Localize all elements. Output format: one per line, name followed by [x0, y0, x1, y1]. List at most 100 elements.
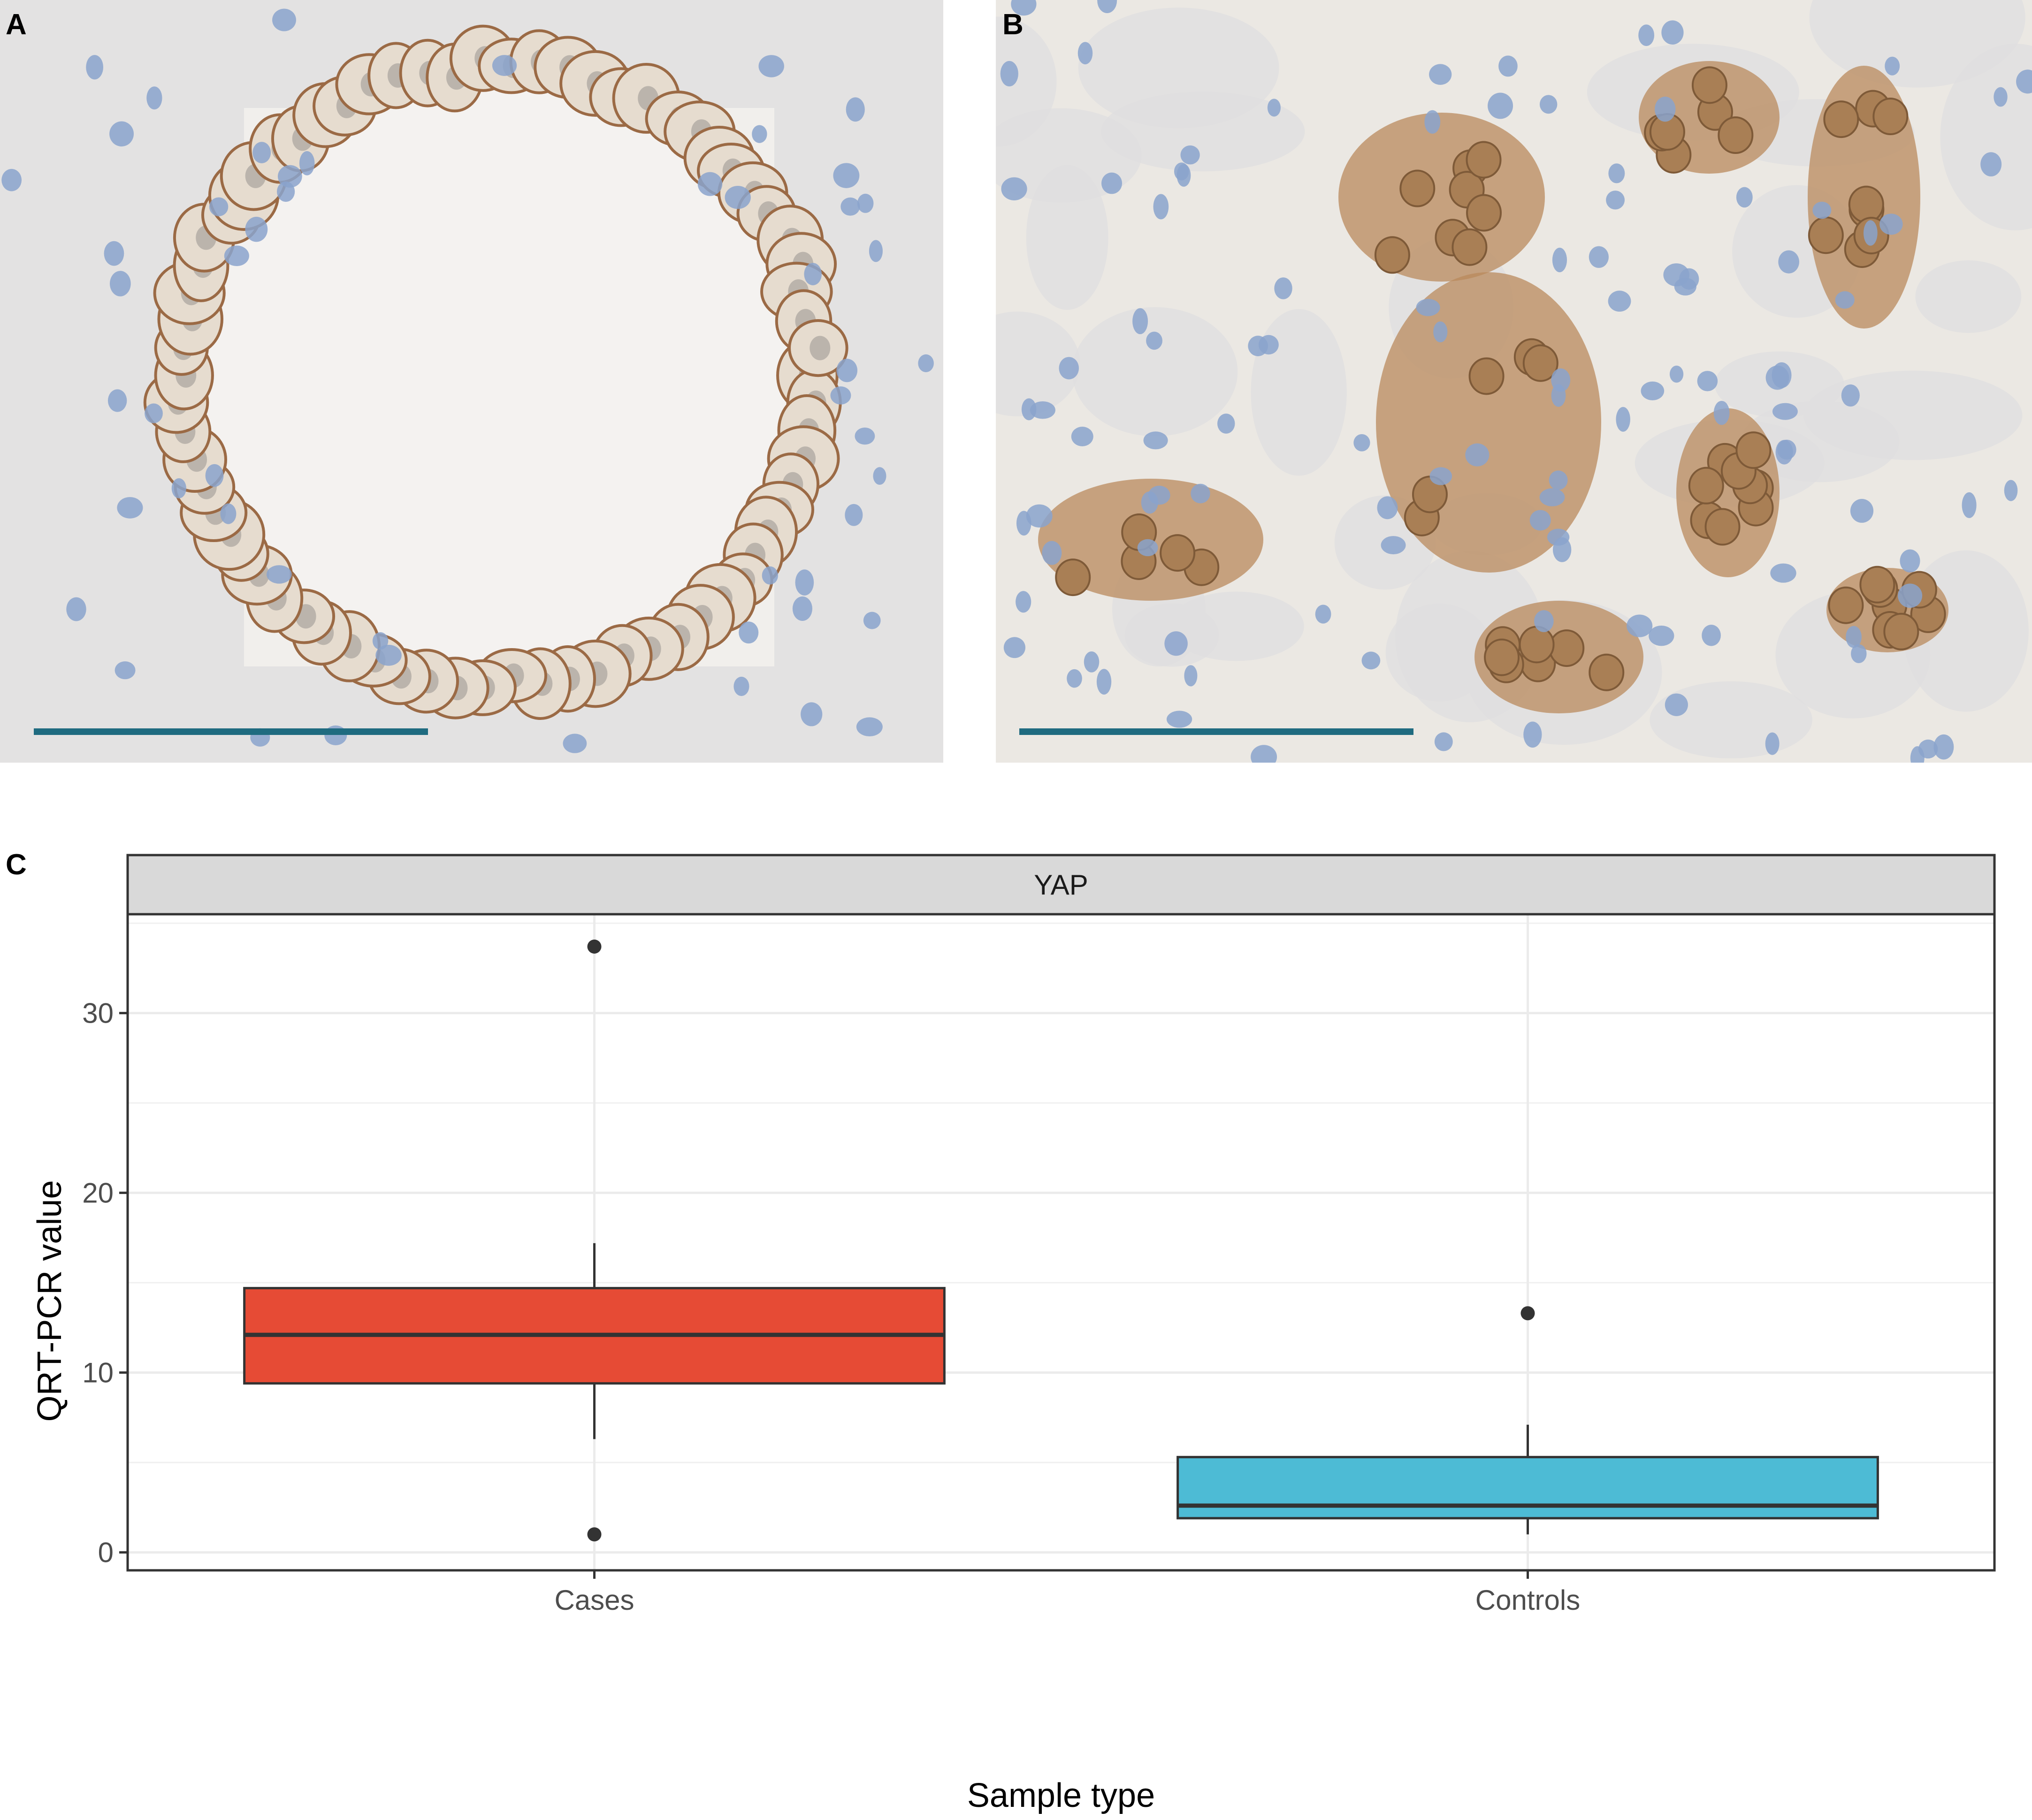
y-tick-label: 10: [82, 1357, 114, 1389]
micrograph-b: [996, 0, 2032, 763]
outlier-point: [1520, 1306, 1535, 1321]
blue-nucleus: [869, 240, 883, 262]
blue-nucleus: [1669, 365, 1684, 383]
blue-nucleus: [1962, 492, 1977, 518]
blue-nucleus: [1529, 510, 1551, 531]
blue-nucleus: [245, 216, 268, 242]
y-tick-label: 0: [98, 1537, 114, 1568]
blue-nucleus: [1101, 172, 1123, 194]
stained-nucleus: [1519, 626, 1555, 664]
stained-nucleus: [1718, 116, 1754, 154]
blue-nucleus: [563, 734, 587, 753]
blue-nucleus: [1552, 537, 1572, 562]
blue-nucleus: [1772, 403, 1798, 420]
blue-nucleus: [1026, 504, 1053, 528]
blue-nucleus: [115, 661, 136, 680]
blue-nucleus: [1267, 99, 1281, 117]
blue-nucleus: [299, 151, 315, 176]
blue-nucleus: [1589, 246, 1609, 268]
blue-nucleus: [1994, 87, 2008, 107]
stained-nucleus: [1691, 66, 1727, 104]
blue-nucleus: [1498, 55, 1518, 77]
tissue-region: [1940, 44, 2032, 230]
blue-nucleus: [1184, 665, 1198, 687]
blue-nucleus: [145, 403, 163, 423]
blue-nucleus: [1258, 335, 1279, 355]
blue-nucleus: [1898, 583, 1923, 608]
blue-nucleus: [792, 596, 812, 621]
stained-nucleus: [1468, 357, 1505, 395]
blue-nucleus: [1077, 42, 1093, 65]
blue-nucleus: [873, 467, 886, 485]
x-tick-label: Cases: [554, 1584, 634, 1616]
tissue-region: [996, 311, 1080, 417]
blue-nucleus: [733, 676, 749, 696]
blue-nucleus: [66, 597, 86, 621]
blue-nucleus: [1000, 61, 1018, 87]
blue-nucleus: [830, 386, 851, 405]
blue-nucleus: [375, 644, 402, 666]
blue-nucleus: [277, 165, 302, 188]
blue-nucleus: [1465, 443, 1490, 466]
boxplot-chart: YAP 0 10 20 30 Cases Controls Sample type QRT…: [31, 854, 1996, 1814]
blue-nucleus: [146, 86, 162, 110]
blue-nucleus: [1523, 721, 1542, 748]
blue-nucleus: [272, 8, 296, 31]
stained-nucleus: [1055, 558, 1091, 596]
blue-nucleus: [801, 702, 823, 726]
axes: 0 10 20 30 Cases Controls: [82, 998, 1580, 1616]
box-marks: [243, 939, 1879, 1542]
x-tick-label: Controls: [1475, 1584, 1580, 1616]
stained-nucleus: [1399, 169, 1436, 207]
blue-nucleus: [1775, 440, 1793, 465]
blue-nucleus: [1315, 604, 1331, 624]
blue-nucleus: [1180, 145, 1200, 165]
stained-nucleus: [1848, 185, 1884, 223]
blue-nucleus: [1885, 56, 1900, 76]
stained-nucleus: [1466, 141, 1502, 179]
blue-nucleus: [1551, 368, 1571, 392]
blue-nucleus: [1641, 381, 1665, 401]
blue-nucleus: [855, 427, 875, 445]
blue-nucleus: [1697, 371, 1718, 391]
blue-nucleus: [1416, 298, 1440, 316]
blue-nucleus: [1137, 539, 1158, 557]
blue-nucleus: [2004, 480, 2018, 501]
blue-nucleus: [1424, 110, 1441, 134]
blue-nucleus: [1702, 625, 1721, 646]
blue-nucleus: [795, 569, 814, 596]
tissue-region: [1072, 307, 1238, 436]
blue-nucleus: [1812, 201, 1832, 219]
blue-nucleus: [1661, 20, 1684, 45]
blue-nucleus: [1663, 263, 1689, 287]
stained-nucleus: [1859, 566, 1895, 604]
blue-nucleus: [1933, 734, 1954, 760]
blue-nucleus: [1001, 177, 1027, 201]
blue-nucleus: [1665, 693, 1688, 716]
stained-nucleus: [1589, 653, 1625, 691]
blue-nucleus: [1097, 0, 1117, 14]
stained-nucleus: [1160, 534, 1196, 572]
blue-nucleus: [1778, 250, 1799, 274]
blue-nucleus: [1736, 187, 1753, 208]
blue-nucleus: [1655, 96, 1676, 122]
box-controls: [1176, 1306, 1879, 1535]
tissue-region: [1251, 309, 1347, 476]
blue-nucleus: [1, 168, 22, 191]
blue-nucleus: [833, 163, 860, 188]
blue-nucleus: [1011, 0, 1037, 16]
blue-nucleus: [762, 566, 778, 585]
blue-nucleus: [86, 55, 104, 80]
blue-nucleus: [856, 717, 883, 737]
blue-nucleus: [863, 612, 881, 629]
blue-nucleus: [1191, 483, 1210, 504]
blue-nucleus: [205, 464, 224, 487]
blue-nucleus: [1148, 485, 1170, 505]
stained-nucleus: [1451, 228, 1488, 266]
blue-nucleus: [252, 142, 271, 163]
blue-nucleus: [171, 478, 186, 498]
stained-nucleus: [1688, 466, 1724, 505]
blue-nucleus: [1016, 511, 1031, 536]
blue-nucleus: [1534, 610, 1554, 632]
stained-nucleus: [1735, 431, 1772, 469]
